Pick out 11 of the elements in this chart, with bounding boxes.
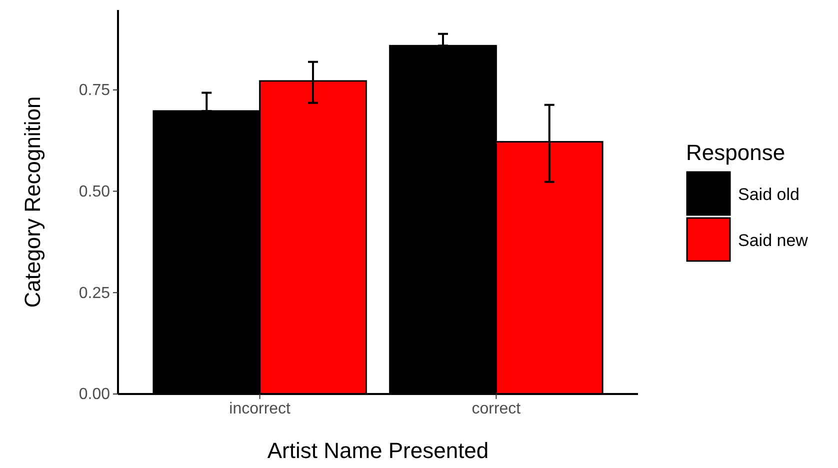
- text: Said old: [738, 185, 800, 204]
- x-axis-title: Artist Name Presented: [267, 438, 489, 463]
- y-tick-label: 0.50: [78, 183, 110, 200]
- y-tick-label: 0.00: [78, 386, 110, 404]
- y-axis-title: Category Recognition: [20, 96, 45, 308]
- text: Said new: [738, 231, 809, 250]
- y-tick-label: 0.75: [78, 82, 110, 99]
- x-tick-label: incorrect: [229, 400, 292, 418]
- y-tick-label: 0.25: [78, 284, 110, 302]
- x-tick-label: correct: [472, 400, 522, 418]
- legend-title: Response: [686, 140, 786, 165]
